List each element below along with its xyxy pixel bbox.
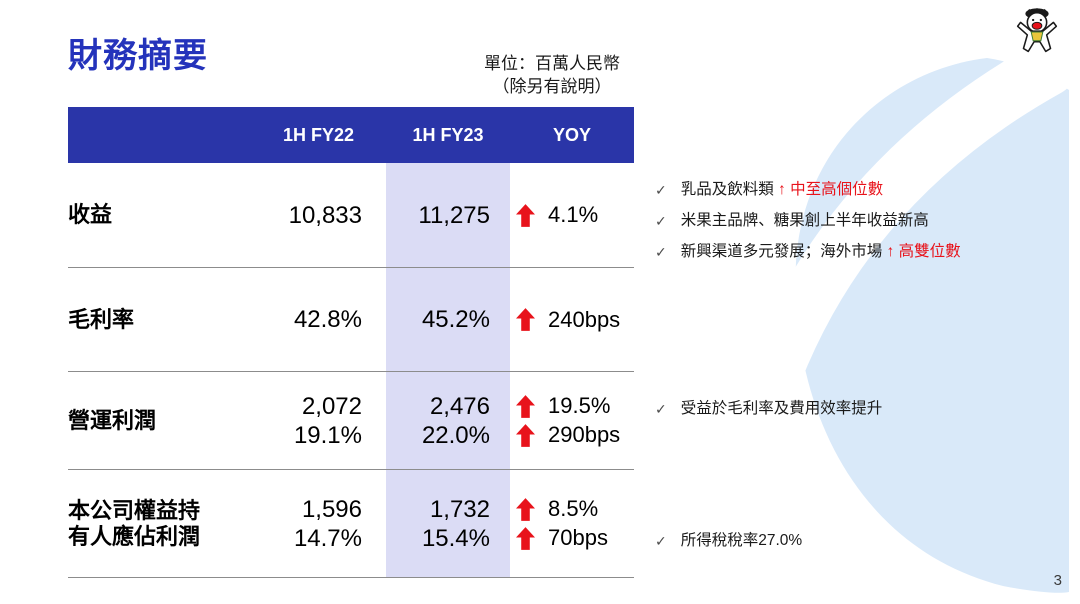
fy22-value: 2,072 19.1%: [228, 392, 362, 450]
unit-note: 單位：百萬人民幣 （除另有說明）: [462, 52, 642, 99]
unit-note-line2: （除另有說明）: [492, 77, 612, 97]
fy22-value: 1,596 14.7%: [228, 495, 362, 553]
note-text-black: 乳品及飲料類: [680, 181, 779, 198]
note-text-red: ↑ 中至高個位數: [778, 181, 884, 198]
row-label-line2: 有人應佔利潤: [68, 523, 201, 549]
up-arrow-icon: [516, 423, 535, 447]
yoy-value-line2: 290bps: [548, 422, 621, 447]
yoy-value-line2: 70bps: [548, 525, 608, 550]
note-text-black: 米果主品牌、糖果創上半年收益新高: [680, 212, 929, 229]
row-label: 本公司權益持 有人應佔利潤: [68, 498, 228, 550]
financial-table: 1H FY22 1H FY23 YOY 收益 10,833 11,275 4.1…: [68, 107, 634, 578]
column-header-1h-fy23: 1H FY23: [412, 124, 484, 145]
note-text-black: 新興渠道多元發展；海外市場: [680, 243, 887, 260]
yoy-cell: 240bps: [510, 307, 634, 333]
yoy-value-line1: 8.5%: [548, 496, 599, 521]
note-text-red: ↑ 高雙位數: [886, 243, 961, 260]
fy22-value: 42.8%: [293, 306, 362, 333]
fy22-value: 10,833: [288, 201, 362, 229]
yoy-value-line1: 19.5%: [548, 393, 611, 418]
page-number: 3: [1053, 572, 1062, 589]
fy22-value-line1: 2,072: [301, 392, 362, 420]
fy23-value: 2,476 22.0%: [386, 392, 510, 450]
note-text: 乳品及飲料類 ↑ 中至高個位數: [681, 180, 883, 200]
table-row-operating-profit: 營運利潤 2,072 19.1% 2,476 22.0% 19.5%: [68, 372, 634, 470]
yoy-cell: 19.5% 290bps: [510, 393, 634, 448]
table-row-revenue: 收益 10,833 11,275 4.1%: [68, 163, 634, 268]
note-rice-crackers-candy: ✓ 米果主品牌、糖果創上半年收益新高: [655, 211, 929, 231]
page-title: 財務摘要: [68, 37, 208, 75]
checkmark-icon: ✓: [655, 533, 667, 549]
unit-note-line1: 單位：百萬人民幣: [484, 54, 620, 73]
checkmark-icon: ✓: [655, 401, 667, 417]
up-arrow-icon: [516, 526, 535, 550]
fy23-value-line2: 15.4%: [421, 524, 490, 552]
yoy-cell: 4.1%: [510, 202, 634, 228]
row-label: 收益: [68, 202, 113, 227]
checkmark-icon: ✓: [655, 213, 667, 229]
row-label: 營運利潤: [68, 407, 157, 433]
up-arrow-icon: [516, 394, 535, 418]
table-row-attributable-profit: 本公司權益持 有人應佔利潤 1,596 14.7% 1,732 15.4% 8.…: [68, 470, 634, 578]
table-header-row: 1H FY22 1H FY23 YOY: [68, 107, 634, 163]
fy23-value: 1,732 15.4%: [386, 495, 510, 553]
note-emerging-channels-overseas: ✓ 新興渠道多元發展；海外市場 ↑ 高雙位數: [655, 242, 961, 262]
note-income-tax-rate: ✓ 所得稅稅率27.0%: [655, 531, 802, 551]
note-text: 新興渠道多元發展；海外市場 ↑ 高雙位數: [681, 242, 961, 262]
note-margin-efficiency: ✓ 受益於毛利率及費用效率提升: [655, 399, 882, 419]
yoy-value: 240bps: [548, 306, 621, 332]
fy22-value-line1: 1,596: [301, 495, 362, 523]
yoy-cell: 8.5% 70bps: [510, 496, 634, 551]
up-arrow-icon: [516, 308, 535, 331]
table-body: 收益 10,833 11,275 4.1% 毛利率 42.8% 45.2%: [68, 163, 634, 578]
row-label: 毛利率: [68, 306, 135, 332]
up-arrow-icon: [516, 203, 535, 227]
yoy-value: 4.1%: [548, 202, 599, 227]
note-dairy-beverages: ✓ 乳品及飲料類 ↑ 中至高個位數: [655, 180, 883, 200]
fy23-value: 11,275: [418, 201, 490, 229]
checkmark-icon: ✓: [655, 182, 667, 198]
note-text: 所得稅稅率27.0%: [681, 531, 802, 551]
note-text-black: 所得稅稅率27.0%: [680, 532, 803, 549]
wangwang-mascot-icon: [1016, 7, 1058, 53]
note-text-black: 受益於毛利率及費用效率提升: [680, 400, 883, 417]
up-arrow-icon: [516, 497, 535, 521]
fy23-highlight-band: [386, 163, 510, 578]
column-header-1h-fy22: 1H FY22: [282, 124, 354, 145]
fy23-value-line2: 22.0%: [421, 421, 490, 449]
fy22-value-line2: 14.7%: [293, 524, 362, 552]
fy23-value-line1: 2,476: [429, 392, 490, 420]
checkmark-icon: ✓: [655, 244, 667, 260]
table-row-gross-margin: 毛利率 42.8% 45.2% 240bps: [68, 268, 634, 372]
note-text: 受益於毛利率及費用效率提升: [681, 399, 883, 419]
fy23-value: 45.2%: [421, 306, 490, 333]
fy23-value-line1: 1,732: [429, 495, 490, 523]
note-text: 米果主品牌、糖果創上半年收益新高: [681, 211, 929, 231]
row-label-line1: 本公司權益持: [68, 497, 201, 523]
column-header-yoy: YOY: [552, 124, 591, 145]
fy22-value-line2: 19.1%: [293, 421, 362, 449]
